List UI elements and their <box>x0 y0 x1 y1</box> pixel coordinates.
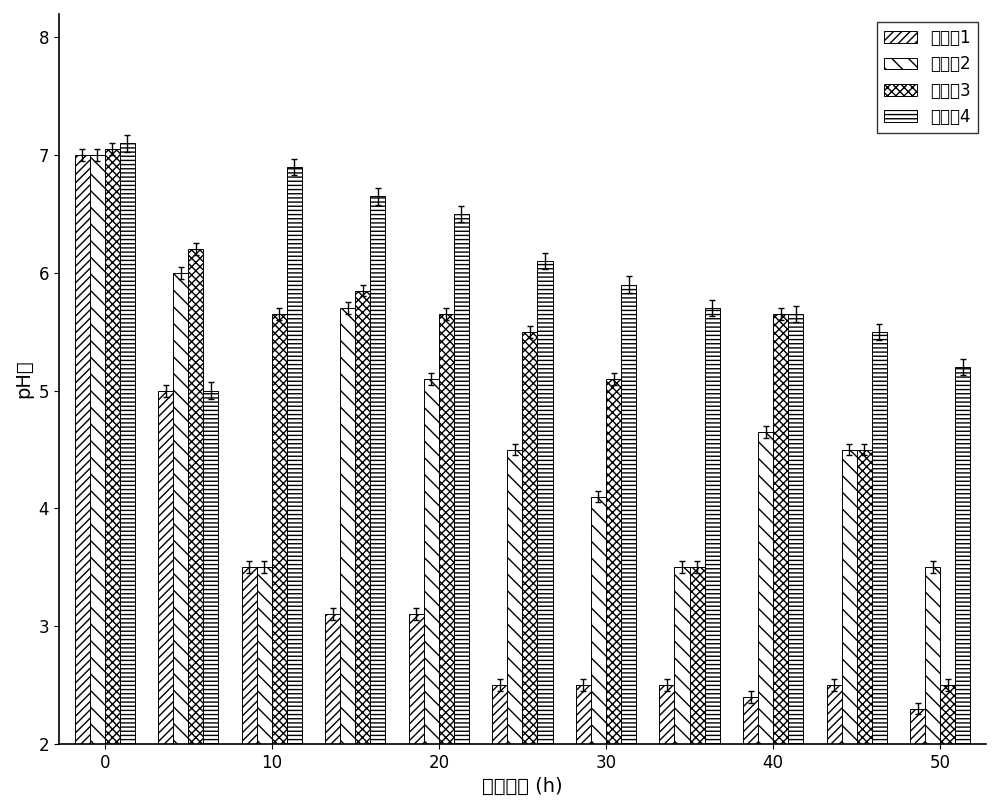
Bar <box>439 314 454 744</box>
Bar <box>257 567 272 744</box>
Bar <box>827 685 842 744</box>
Bar <box>105 149 120 744</box>
Bar <box>120 143 135 744</box>
Bar <box>522 332 537 744</box>
Bar <box>340 309 355 744</box>
Bar <box>621 284 636 744</box>
Bar <box>659 685 674 744</box>
Bar <box>591 497 606 744</box>
Bar <box>272 314 287 744</box>
Bar <box>940 685 955 744</box>
Bar <box>370 196 385 744</box>
Bar <box>955 367 970 744</box>
Bar <box>925 567 940 744</box>
Bar <box>705 309 720 744</box>
Bar <box>242 567 257 744</box>
Bar <box>872 332 887 744</box>
Bar <box>788 314 803 744</box>
Bar <box>842 450 857 744</box>
Bar <box>409 614 424 744</box>
Bar <box>576 685 591 744</box>
Bar <box>188 249 203 744</box>
Bar <box>90 156 105 744</box>
Bar <box>910 709 925 744</box>
Bar <box>203 390 218 744</box>
Bar <box>690 567 705 744</box>
Y-axis label: pH值: pH值 <box>14 360 33 399</box>
Bar <box>857 450 872 744</box>
Bar <box>325 614 340 744</box>
Bar <box>355 291 370 744</box>
Bar <box>743 697 758 744</box>
Bar <box>537 261 553 744</box>
Legend: 实施例1, 实施例2, 实施例3, 实施例4: 实施例1, 实施例2, 实施例3, 实施例4 <box>877 22 978 133</box>
Bar <box>75 156 90 744</box>
Bar <box>492 685 507 744</box>
Bar <box>674 567 690 744</box>
Bar <box>287 167 302 744</box>
Bar <box>454 214 469 744</box>
X-axis label: 发酵时间 (h): 发酵时间 (h) <box>482 777 563 796</box>
Bar <box>424 379 439 744</box>
Bar <box>158 390 173 744</box>
Bar <box>758 432 773 744</box>
Bar <box>773 314 788 744</box>
Bar <box>606 379 621 744</box>
Bar <box>173 273 188 744</box>
Bar <box>507 450 522 744</box>
